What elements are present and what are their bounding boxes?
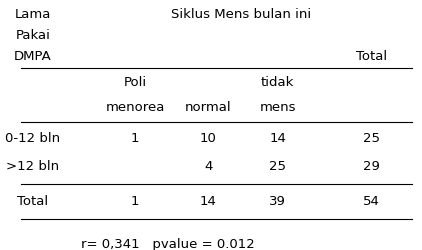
Text: DMPA: DMPA xyxy=(14,50,52,63)
Text: 14: 14 xyxy=(269,132,286,145)
Text: 39: 39 xyxy=(269,194,286,207)
Text: Pakai: Pakai xyxy=(16,29,51,42)
Text: 29: 29 xyxy=(363,160,380,173)
Text: Total: Total xyxy=(356,50,387,63)
Text: 54: 54 xyxy=(363,194,380,207)
Text: Poli: Poli xyxy=(124,76,146,89)
Text: mens: mens xyxy=(260,100,296,114)
Text: Lama: Lama xyxy=(15,8,51,21)
Text: normal: normal xyxy=(185,100,232,114)
Text: 25: 25 xyxy=(269,160,286,173)
Text: tidak: tidak xyxy=(261,76,295,89)
Text: Siklus Mens bulan ini: Siklus Mens bulan ini xyxy=(171,8,311,21)
Text: 14: 14 xyxy=(200,194,217,207)
Text: 1: 1 xyxy=(131,132,139,145)
Text: r= 0,341   pvalue = 0.012: r= 0,341 pvalue = 0.012 xyxy=(81,238,254,250)
Text: 4: 4 xyxy=(204,160,213,173)
Text: 25: 25 xyxy=(363,132,380,145)
Text: menorea: menorea xyxy=(106,100,165,114)
Text: 1: 1 xyxy=(131,194,139,207)
Text: 0-12 bln: 0-12 bln xyxy=(5,132,61,145)
Text: 10: 10 xyxy=(200,132,217,145)
Text: >12 bln: >12 bln xyxy=(6,160,60,173)
Text: Total: Total xyxy=(17,194,49,207)
